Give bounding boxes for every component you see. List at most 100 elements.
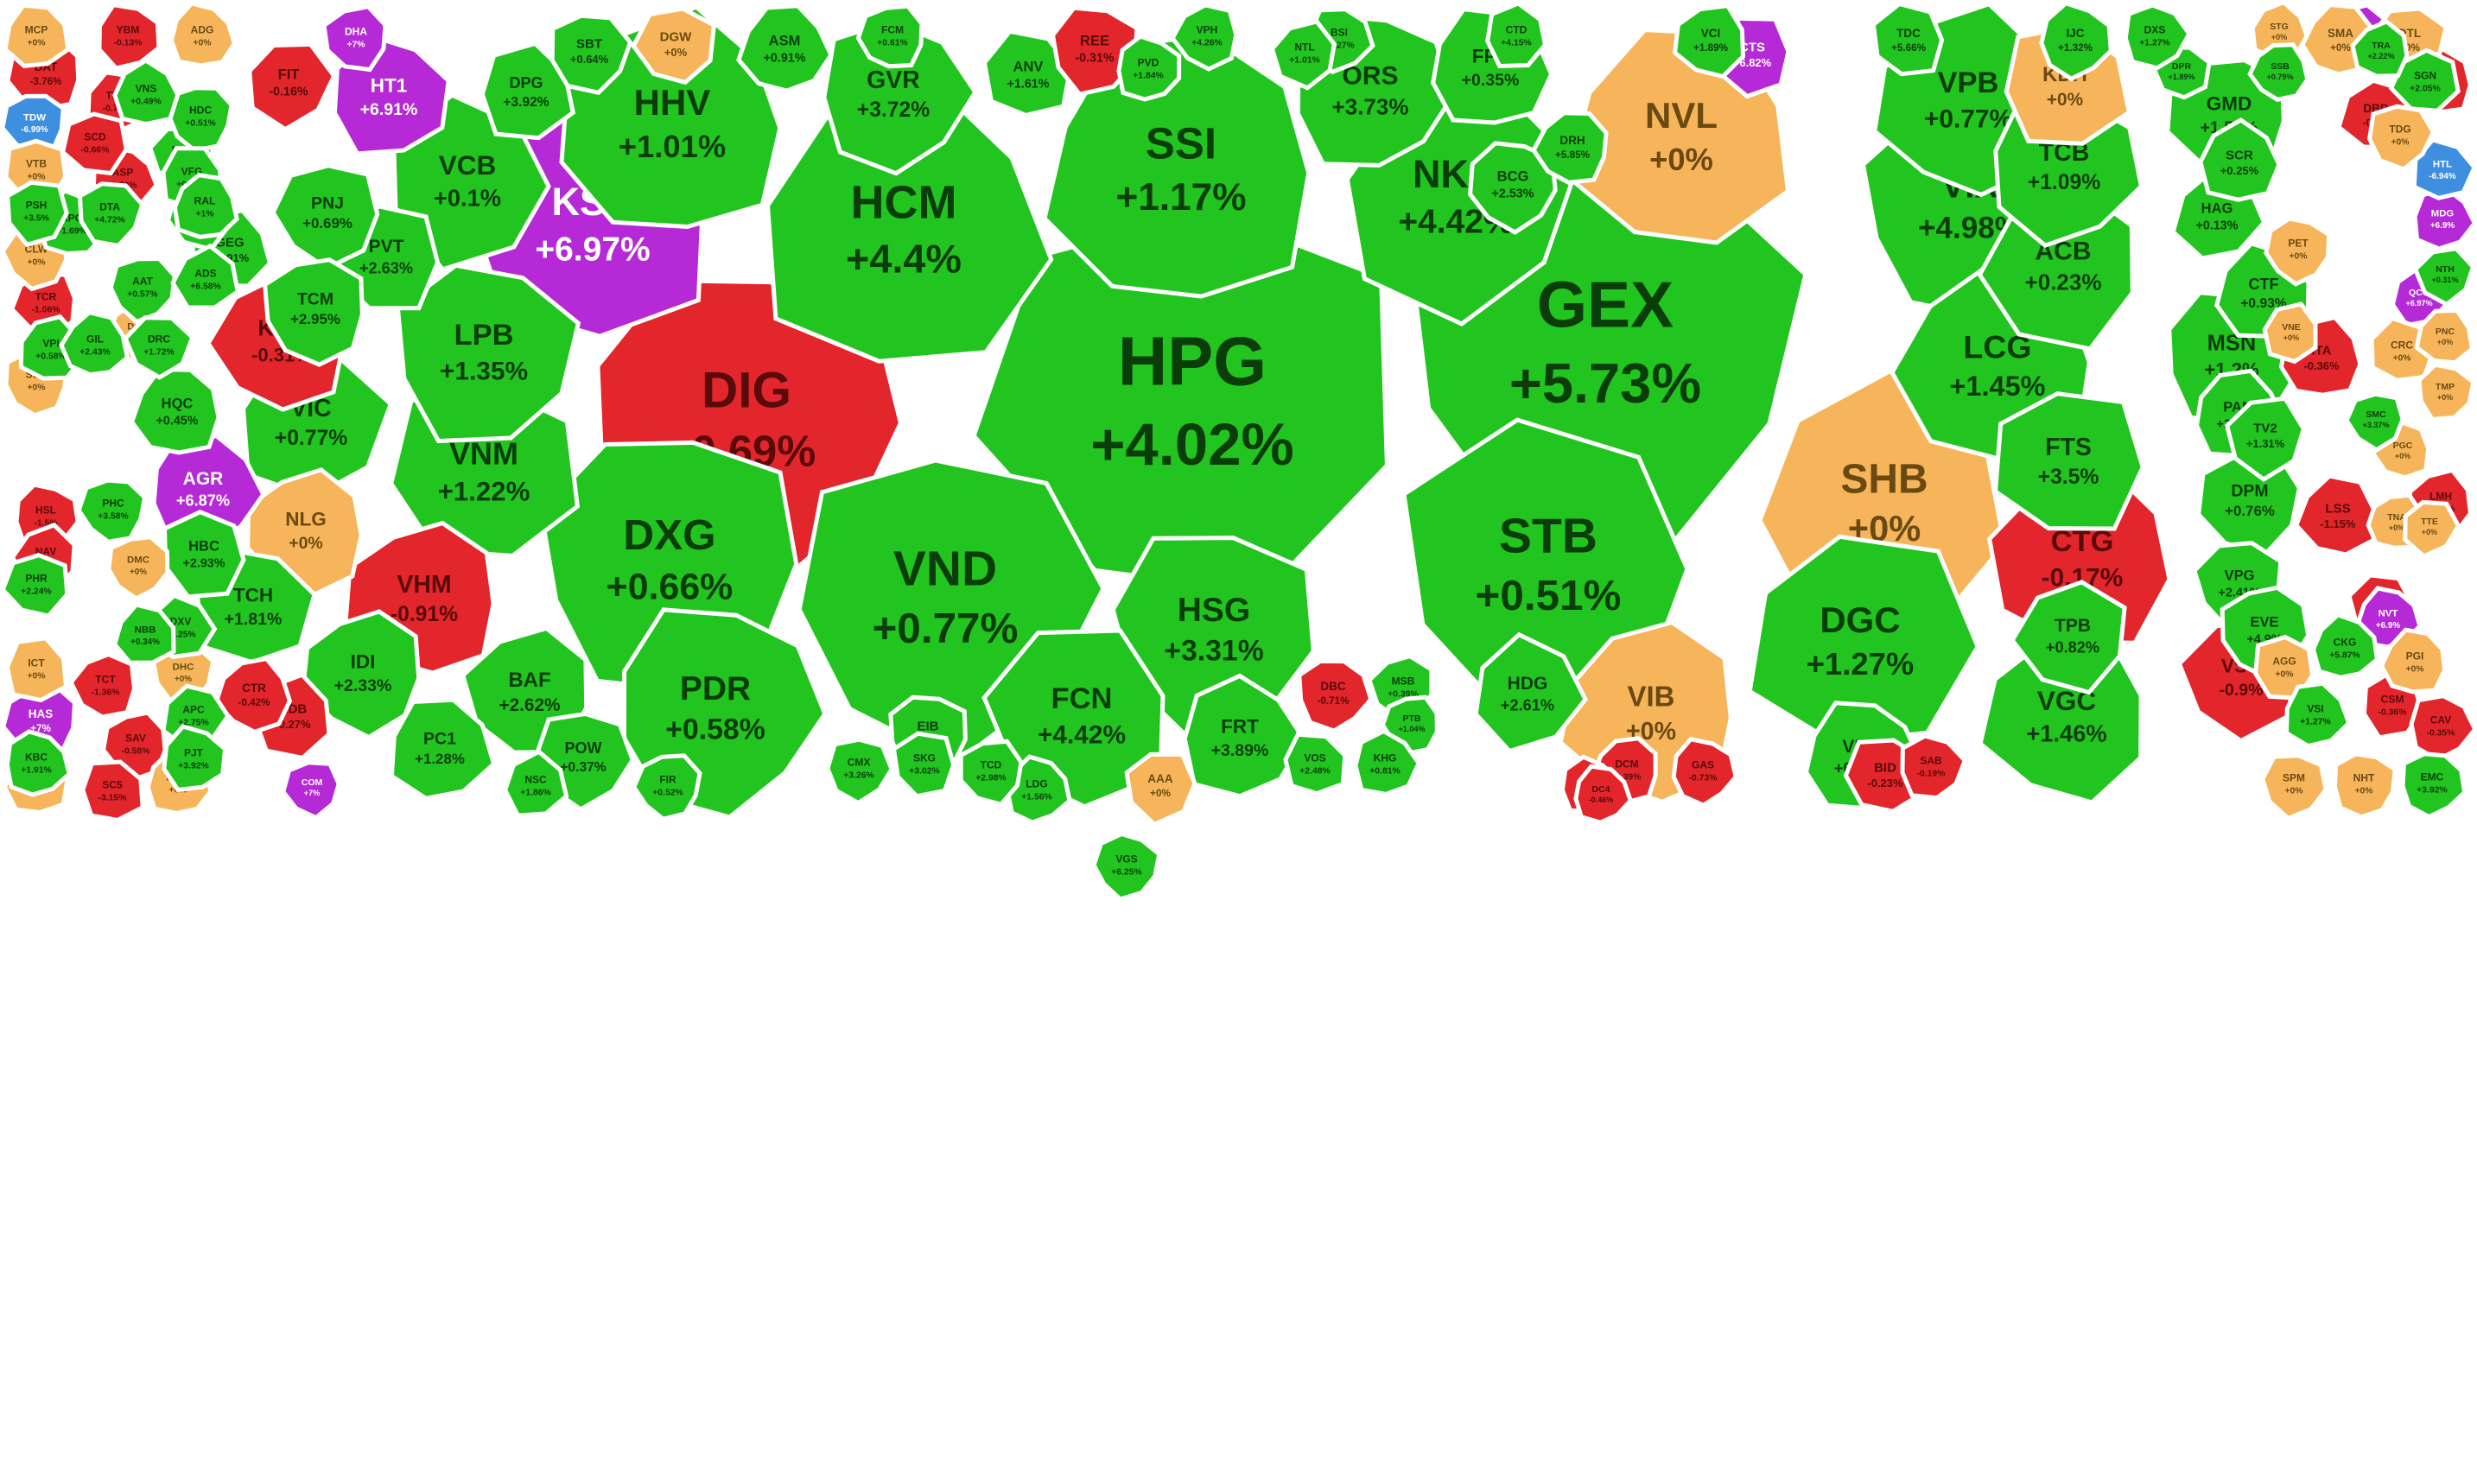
heatmap-cell-com[interactable]: COM+7% [281, 760, 341, 821]
heatmap-cell-tra[interactable]: TRA+2.22% [2350, 19, 2410, 79]
heatmap-cell-phc[interactable]: PHC +3.58% [76, 478, 148, 544]
heatmap-cell-pvd[interactable]: PVD +1.84% [1116, 34, 1182, 102]
heatmap-cell-hdg[interactable]: HDG +2.61% [1473, 631, 1589, 754]
heatmap-cell-gvr[interactable]: GVR +3.72% [822, 18, 978, 176]
heatmap-cell-ntl[interactable]: NTL +1.01% [1269, 19, 1337, 91]
heatmap-cell-scd[interactable]: SCD -0.66% [60, 111, 129, 176]
heatmap-cell-aaa[interactable]: AAA +0% [1124, 752, 1197, 828]
heatmap-cell-tdc[interactable]: TDC +5.66% [1870, 1, 1945, 77]
heatmap-cell-cmx[interactable]: CMX +3.26% [825, 737, 894, 806]
heatmap-cell-pet[interactable]: PET +0% [2264, 216, 2332, 287]
heatmap-cell-sab[interactable]: SAB -0.19% [1900, 733, 1968, 801]
heatmap-cell-ybm[interactable]: YBM -0.13% [97, 2, 162, 71]
heatmap-cell-kbc[interactable]: KBC +1.91% [4, 729, 72, 797]
heatmap-cell-tct[interactable]: TCT -1.36% [68, 651, 137, 720]
heatmap-cell-fir[interactable]: FIR +0.52% [631, 753, 702, 821]
cell-change-label: +3.92% [178, 762, 209, 771]
heatmap-cell-dmc[interactable]: DMC +0% [106, 535, 170, 601]
heatmap-cell-fcm[interactable]: FCM +0.61% [855, 3, 924, 69]
heatmap-cell-dha[interactable]: DHA +7% [321, 3, 388, 73]
heatmap-cell-ckg[interactable]: CKG +5.87% [2310, 612, 2380, 680]
heatmap-cell-adg[interactable]: ADG +0% [168, 1, 238, 68]
heatmap-cell-tcd[interactable]: TCD +2.98% [958, 739, 1024, 808]
heatmap-cell-vne[interactable]: VNE+0% [2262, 301, 2318, 365]
heatmap-cell-tpb[interactable]: TPB +0.82% [2010, 580, 2127, 695]
heatmap-cell-dta[interactable]: DTA +4.72% [77, 181, 145, 249]
heatmap-cell-bcg[interactable]: BCG +2.53% [1468, 141, 1558, 235]
heatmap-cell-skg[interactable]: SKG +3.02% [891, 731, 956, 799]
heatmap-cell-drh[interactable]: DRH +5.85% [1531, 111, 1609, 185]
heatmap-cell-pgi[interactable]: PGI +0% [2379, 627, 2448, 694]
heatmap-cell-fts[interactable]: FTS +3.5% [1992, 391, 2145, 531]
heatmap-cell-spm[interactable]: SPM +0% [2260, 753, 2328, 821]
heatmap-cell-tte[interactable]: TTE+0% [2403, 499, 2461, 559]
heatmap-cell-gil[interactable]: GIL +2.43% [59, 309, 130, 377]
heatmap-cell-pc1[interactable]: PC1 +1.28% [389, 697, 497, 801]
heatmap-cell-dpg[interactable]: DPG +3.92% [480, 41, 576, 141]
heatmap-cell-vph[interactable]: VPH +4.26% [1170, 3, 1239, 72]
cell-change-label: +6.97% [535, 231, 650, 269]
heatmap-cell-vns[interactable]: VNS +0.49% [112, 58, 181, 127]
heatmap-cell-dxs[interactable]: DXS +1.27% [2123, 3, 2192, 71]
heatmap-cell-ads[interactable]: ADS +6.58% [170, 243, 240, 310]
heatmap-cell-mdg[interactable]: MDG +6.9% [2412, 186, 2477, 251]
heatmap-cell-ssi[interactable]: SSI +1.17% [1042, 32, 1312, 299]
heatmap-cell-scr[interactable]: SCR+0.25% [2198, 117, 2282, 202]
heatmap-cell-aat[interactable]: AAT +0.57% [108, 256, 177, 325]
heatmap-cell-psh[interactable]: PSH +3.5% [5, 180, 69, 248]
heatmap-cell-frt[interactable]: FRT +3.89% [1182, 673, 1306, 799]
heatmap-cell-emc[interactable]: EMC +3.92% [2400, 752, 2467, 820]
heatmap-cell-lss[interactable]: LSS-1.15% [2293, 473, 2377, 557]
heatmap-cell-phr[interactable]: PHR +2.24% [0, 553, 70, 618]
heatmap-cell-ict[interactable]: ICT +0% [4, 636, 69, 703]
heatmap-cell-asm[interactable]: ASM +0.91% [736, 3, 834, 93]
heatmap-cell-ijc[interactable]: IJC +1.32% [2039, 0, 2113, 82]
heatmap-cell-cav[interactable]: CAV -0.35% [2409, 693, 2477, 763]
heatmap-cell-anv[interactable]: ANV +1.61% [981, 29, 1073, 118]
heatmap-cell-ldg[interactable]: LDG +1.56% [1005, 754, 1072, 825]
heatmap-cell-nbb[interactable]: NBB+0.34% [112, 602, 176, 665]
cell-change-label: +0% [289, 534, 323, 553]
heatmap-cell-dbc[interactable]: DBC -0.71% [1297, 658, 1374, 733]
heatmap-cell-dgw[interactable]: DGW+0% [631, 6, 717, 86]
heatmap-cell-tdg[interactable]: TDG +0% [2367, 104, 2436, 172]
heatmap-cell-drc[interactable]: DRC +1.72% [123, 315, 195, 380]
heatmap-cell-gas[interactable]: GAS -0.73% [1671, 737, 1738, 809]
heatmap-cell-shape [1091, 831, 1162, 902]
heatmap-cell-sc5[interactable]: SC5 -3.15% [80, 759, 145, 822]
heatmap-cell-fit[interactable]: FIT -0.16% [247, 41, 337, 132]
heatmap-cell-nth[interactable]: NTH+0.31% [2412, 246, 2476, 308]
heatmap-cell-tcm[interactable]: TCM +2.95% [262, 257, 365, 367]
heatmap-cell-ral[interactable]: RAL +1% [172, 172, 239, 239]
heatmap-cell-shape [549, 13, 633, 96]
heatmap-cell-shape [736, 3, 834, 93]
cell-change-label: -0.31% [1075, 52, 1115, 66]
cell-change-label: +1.56% [1021, 793, 1052, 802]
heatmap-cell-ctd[interactable]: CTD +4.15% [1485, 1, 1548, 69]
heatmap-cell-vci[interactable]: VCI +1.89% [1672, 3, 1746, 79]
cell-ticker-label: HSL [35, 504, 56, 517]
heatmap-cell-vsi[interactable]: VSI +1.27% [2283, 681, 2352, 749]
heatmap-cell-smc[interactable]: SMC+3.37% [2344, 391, 2405, 453]
heatmap-cell-tdw[interactable]: TDW-6.99% [0, 93, 66, 157]
heatmap-cell-nht[interactable]: NHT +0% [2332, 752, 2398, 820]
heatmap-cell-hbc[interactable]: HBC +2.93% [162, 509, 246, 599]
heatmap-cell-tmp[interactable]: TMP+0% [2417, 362, 2476, 422]
heatmap-cell-pnc[interactable]: PNC+0% [2414, 308, 2475, 365]
heatmap-cell-tv2[interactable]: TV2+1.31% [2224, 396, 2307, 483]
heatmap-cell-vos[interactable]: VOS +2.48% [1283, 732, 1348, 796]
heatmap-cell-pjt[interactable]: PJT +3.92% [162, 724, 228, 792]
heatmap-cell-dc4[interactable]: DC4-0.46% [1573, 764, 1634, 825]
heatmap-cell-ssb[interactable]: SSB+0.79% [2247, 42, 2310, 102]
heatmap-cell-vgs[interactable]: VGS +6.25% [1091, 831, 1162, 902]
heatmap-cell-nsc[interactable]: NSC +1.86% [503, 749, 569, 818]
cell-ticker-label: VHM [397, 571, 451, 599]
heatmap-cell-htl[interactable]: HTL -6.94% [2411, 137, 2477, 200]
heatmap-cell-hdc[interactable]: HDC +0.51% [167, 86, 234, 154]
heatmap-cell-khg[interactable]: KHG +0.81% [1353, 728, 1422, 796]
heatmap-cell-mcp[interactable]: MCP +0% [3, 3, 71, 68]
heatmap-cell-dgc[interactable]: DGC +1.27% [1747, 534, 1980, 745]
heatmap-cell-shape [2414, 308, 2475, 365]
heatmap-cell-lpb[interactable]: LPB +1.35% [395, 263, 581, 444]
heatmap-cell-sbt[interactable]: SBT+0.64% [549, 13, 633, 96]
